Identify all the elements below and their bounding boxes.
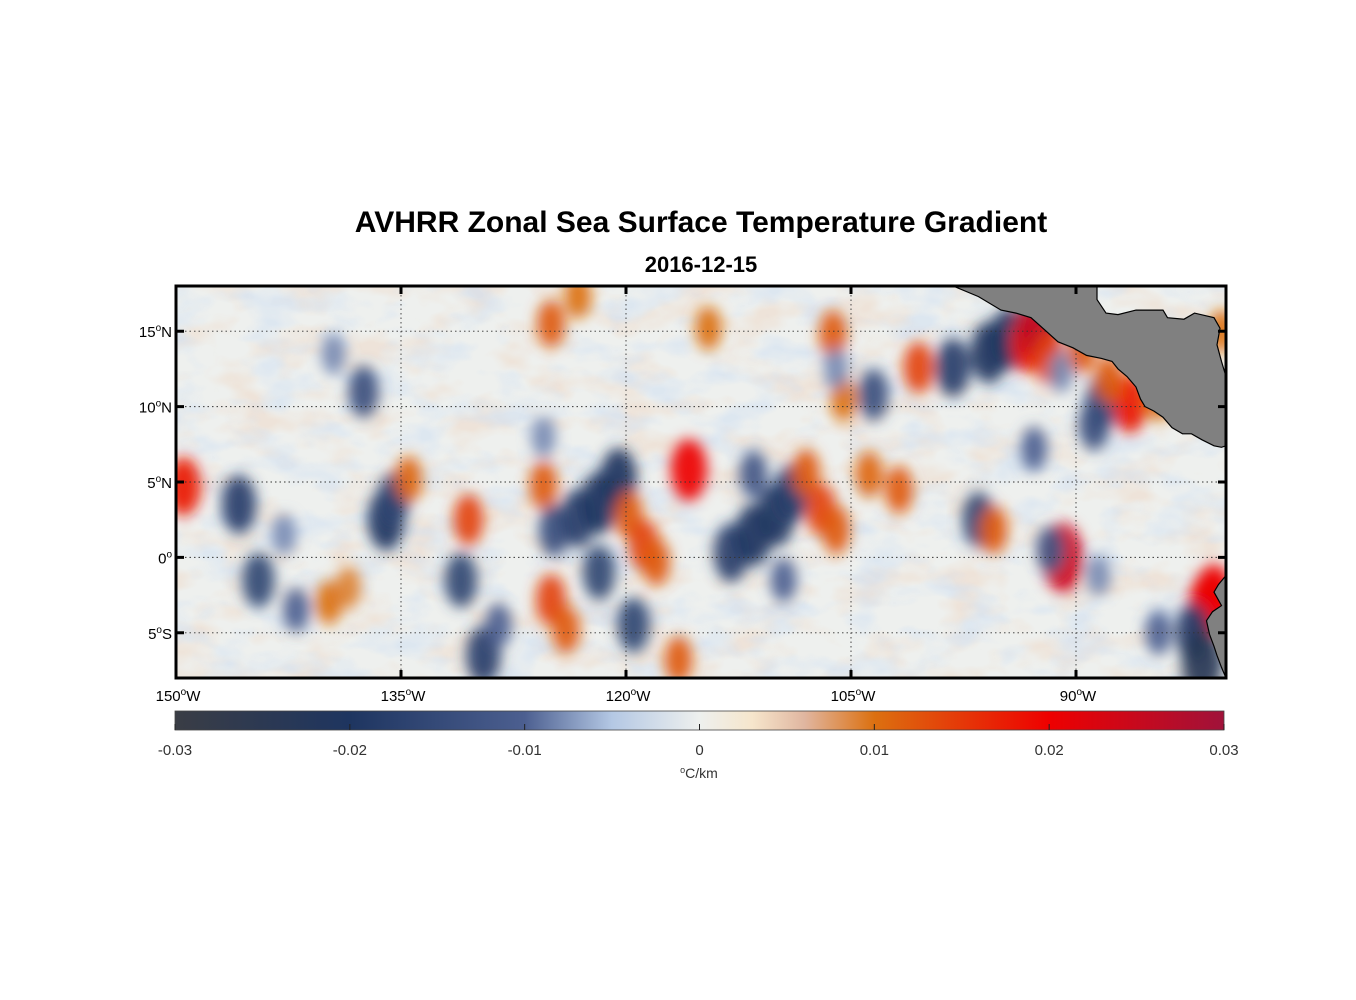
gradient-anomaly (1020, 426, 1048, 472)
gradient-anomaly (770, 557, 797, 603)
gradient-anomaly (979, 506, 1008, 555)
chart-title: AVHRR Zonal Sea Surface Temperature Grad… (354, 206, 1048, 239)
gradient-anomaly (315, 580, 343, 625)
gradient-anomaly (903, 341, 934, 394)
y-tick-label: 0o (158, 549, 172, 567)
colorbar-tick-label: 0.03 (1209, 742, 1238, 759)
colorbar-tick-label: 0 (695, 742, 703, 759)
south-america-land (1205, 574, 1226, 678)
x-tick-label: 105oW (831, 687, 877, 705)
colorbar-label: oC/km (680, 765, 718, 781)
y-tick-label: 5oN (147, 474, 172, 492)
y-tick-label: 5oS (148, 625, 172, 643)
colorbar-tick-label: -0.02 (333, 742, 367, 759)
gradient-anomaly (695, 305, 722, 351)
gradient-anomaly (664, 635, 693, 678)
gradient-anomaly (529, 460, 558, 510)
gradient-anomaly (582, 544, 616, 601)
gradient-anomaly (1078, 398, 1110, 451)
map-area (176, 286, 1226, 678)
gradient-anomaly (531, 416, 556, 458)
chart-subtitle: 2016-12-15 (644, 252, 758, 277)
gradient-anomaly (617, 597, 650, 653)
gradient-anomaly (282, 587, 310, 633)
gradient-anomaly (221, 475, 257, 534)
gradient-anomaly (670, 438, 708, 501)
gradient-anomaly (791, 448, 821, 497)
colorbar-tick-label: -0.03 (158, 742, 192, 759)
gradient-anomaly (821, 506, 851, 555)
gradient-anomaly (536, 299, 566, 348)
land-masses (952, 286, 1226, 678)
gradient-anomaly (1036, 525, 1065, 574)
map-axes: 150oW 135oW 120oW 105oW 90oW 15oN 10oN 5oN 0o 5oS (139, 286, 1226, 705)
gradient-anomaly (321, 333, 346, 375)
central-america-land (952, 286, 1226, 448)
x-tick-label: 120oW (606, 687, 652, 705)
colorbar-tick-label: 0.02 (1035, 742, 1064, 759)
gradient-anomaly (739, 450, 768, 499)
x-tick-label: 150oW (156, 687, 202, 705)
gradient-anomaly (394, 455, 423, 503)
gradient-anomaly (935, 338, 971, 397)
x-tick-label: 90oW (1060, 687, 1097, 705)
gradient-anomaly (335, 566, 362, 609)
gradient-anomaly (641, 537, 671, 586)
colorbar: -0.03 -0.02 -0.01 0 0.01 0.02 0.03 oC/km (158, 710, 1239, 781)
colorbar-tick-label: 0.01 (860, 742, 889, 759)
gradient-anomaly (444, 552, 478, 608)
x-tick-label: 135oW (381, 687, 427, 705)
gradient-anomaly (884, 465, 914, 514)
y-tick-label: 15oN (139, 323, 172, 341)
gradient-anomaly (348, 365, 379, 418)
gradient-anomaly (1086, 554, 1111, 596)
gradient-anomaly (242, 552, 275, 608)
gradient-anomaly (823, 348, 849, 390)
gradient-anomaly (453, 493, 484, 546)
gradient-anomaly (271, 514, 297, 556)
colorbar-tick-label: -0.01 (508, 742, 542, 759)
y-tick-label: 10oN (139, 399, 172, 417)
colorbar-ticks: -0.03 -0.02 -0.01 0 0.01 0.02 0.03 (158, 724, 1239, 759)
gradient-anomaly (551, 605, 581, 654)
gradient-anomaly (818, 310, 848, 359)
gradient-anomaly (855, 451, 883, 498)
gradient-anomaly (485, 602, 512, 648)
gradient-anomaly (176, 457, 201, 516)
gradient-anomaly (564, 286, 592, 319)
gradient-anomaly (1048, 351, 1074, 393)
gradient-anomaly (858, 368, 889, 421)
